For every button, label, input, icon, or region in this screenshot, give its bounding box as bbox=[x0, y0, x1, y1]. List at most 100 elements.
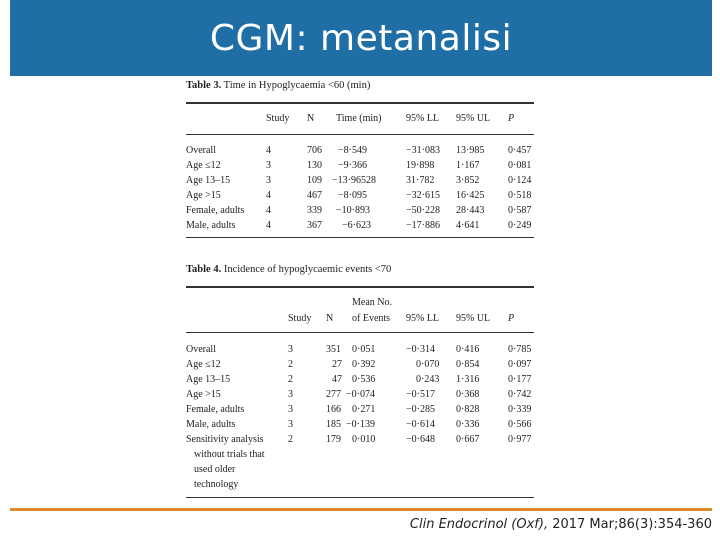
table-3: Table 3. Time in Hypoglycaemia <60 (min)… bbox=[186, 80, 534, 240]
row-ll: 31·782 bbox=[406, 175, 435, 186]
row-ul: 4·641 bbox=[456, 220, 480, 231]
table-3-title: Time in Hypoglycaemia <60 (min) bbox=[223, 80, 371, 91]
table-3-label: Table 3. bbox=[186, 80, 222, 91]
t3-col-time: Time (min) bbox=[336, 113, 382, 124]
row-p: 0·249 bbox=[508, 220, 532, 231]
t4-col-n: N bbox=[326, 313, 334, 324]
row-value: −13·96528 bbox=[332, 175, 376, 186]
table-4-bottom-rule bbox=[186, 497, 534, 498]
row-value: 0·271 bbox=[352, 404, 376, 415]
row-ll: 19·898 bbox=[406, 160, 435, 171]
t3-col-ll: 95% LL bbox=[406, 113, 440, 124]
row-p: 0·124 bbox=[508, 175, 532, 186]
row-study: 2 bbox=[288, 359, 293, 370]
table-4-title: Incidence of hypoglycaemic events <70 bbox=[223, 264, 392, 275]
row-ll: 0·243 bbox=[416, 374, 440, 385]
row-ll: −31·083 bbox=[406, 145, 440, 156]
row-p: 0·097 bbox=[508, 359, 532, 370]
row-label: Sensitivity analysis bbox=[186, 434, 264, 445]
row-ll: −0·285 bbox=[406, 404, 435, 415]
row-ul: 1·316 bbox=[456, 374, 480, 385]
row-n: 185 bbox=[326, 419, 341, 430]
row-p: 0·457 bbox=[508, 145, 532, 156]
row-study: 2 bbox=[288, 374, 293, 385]
table-4-label: Table 4. bbox=[186, 264, 222, 275]
row-ul: 0·336 bbox=[456, 419, 480, 430]
row-n: 130 bbox=[307, 160, 322, 171]
row-value: −10·893 bbox=[336, 205, 370, 216]
slide-header: CGM: metanalisi bbox=[10, 0, 712, 76]
t4-col-mean-line2: of Events bbox=[352, 313, 391, 324]
row-study: 3 bbox=[266, 175, 271, 186]
table-4-caption: Table 4. Incidence of hypoglycaemic even… bbox=[186, 264, 534, 275]
row-n: 47 bbox=[332, 374, 342, 385]
row-study: 3 bbox=[266, 160, 271, 171]
row-study: 3 bbox=[288, 404, 293, 415]
t3-col-study: Study bbox=[266, 113, 290, 124]
row-ul: 16·425 bbox=[456, 190, 485, 201]
row-p: 0·081 bbox=[508, 160, 532, 171]
row-n: 277 bbox=[326, 389, 341, 400]
t4-col-ll: 95% LL bbox=[406, 313, 440, 324]
row-n: 27 bbox=[332, 359, 342, 370]
row-ll: 0·070 bbox=[416, 359, 440, 370]
row-ul: 0·828 bbox=[456, 404, 480, 415]
table-4: Table 4. Incidence of hypoglycaemic even… bbox=[186, 264, 534, 500]
row-label: Age >15 bbox=[186, 389, 221, 400]
row-study: 2 bbox=[288, 434, 293, 445]
row-n: 109 bbox=[307, 175, 322, 186]
citation-details: 2017 Mar;86(3):354-360 bbox=[548, 517, 712, 532]
row-study: 3 bbox=[288, 389, 293, 400]
table-3-bottom-rule bbox=[186, 237, 534, 238]
table-4-top-rule bbox=[186, 286, 534, 288]
row-n: 339 bbox=[307, 205, 322, 216]
row-label: Female, adults bbox=[186, 205, 245, 216]
row-ll: −17·886 bbox=[406, 220, 440, 231]
row-value: −6·623 bbox=[342, 220, 371, 231]
row-ul: 0·667 bbox=[456, 434, 480, 445]
row-ul: 0·854 bbox=[456, 359, 480, 370]
row-p: 0·587 bbox=[508, 205, 532, 216]
row-label: Male, adults bbox=[186, 419, 236, 430]
row-p: 0·785 bbox=[508, 344, 532, 355]
row-ul: 0·368 bbox=[456, 389, 480, 400]
citation-journal: Clin Endocrinol (Oxf), bbox=[409, 517, 549, 532]
row-ll: −0·517 bbox=[406, 389, 435, 400]
row-value: −0·139 bbox=[346, 419, 375, 430]
slide-title: CGM: metanalisi bbox=[209, 18, 513, 59]
row-value: 0·536 bbox=[352, 374, 376, 385]
row-ul: 3·852 bbox=[456, 175, 480, 186]
citation: Clin Endocrinol (Oxf), 2017 Mar;86(3):35… bbox=[410, 517, 712, 532]
row-label: Female, adults bbox=[186, 404, 245, 415]
t3-col-p: P bbox=[508, 113, 515, 124]
row-p: 0·339 bbox=[508, 404, 532, 415]
t3-col-ul: 95% UL bbox=[456, 113, 491, 124]
row-n: 367 bbox=[307, 220, 322, 231]
t4-col-study: Study bbox=[288, 313, 312, 324]
row-label: Age 13–15 bbox=[186, 175, 231, 186]
row-p: 0·518 bbox=[508, 190, 532, 201]
row-ll: −0·314 bbox=[406, 344, 435, 355]
t3-col-n: N bbox=[307, 113, 315, 124]
table-3-caption: Table 3. Time in Hypoglycaemia <60 (min) bbox=[186, 80, 534, 91]
row-n: 467 bbox=[307, 190, 322, 201]
row-study: 4 bbox=[266, 220, 271, 231]
row-label: Age ≤12 bbox=[186, 160, 221, 171]
row-label: Overall bbox=[186, 145, 216, 156]
row-ul: 28·443 bbox=[456, 205, 485, 216]
row-value: −8·549 bbox=[338, 145, 367, 156]
row-study: 4 bbox=[266, 205, 271, 216]
row-ll: −50·228 bbox=[406, 205, 440, 216]
row-label: Age >15 bbox=[186, 190, 221, 201]
row-study: 3 bbox=[288, 419, 293, 430]
table-4-header-rule bbox=[186, 332, 534, 333]
t4-col-mean-line1: Mean No. bbox=[352, 297, 392, 308]
row-value: 0·392 bbox=[352, 359, 376, 370]
row-ul: 0·416 bbox=[456, 344, 480, 355]
footer-divider bbox=[10, 508, 712, 511]
row-n: 179 bbox=[326, 434, 341, 445]
row-ul: 1·167 bbox=[456, 160, 480, 171]
row-value: −9·366 bbox=[338, 160, 367, 171]
row-n: 706 bbox=[307, 145, 322, 156]
row-label-continuation: technology bbox=[194, 479, 239, 490]
